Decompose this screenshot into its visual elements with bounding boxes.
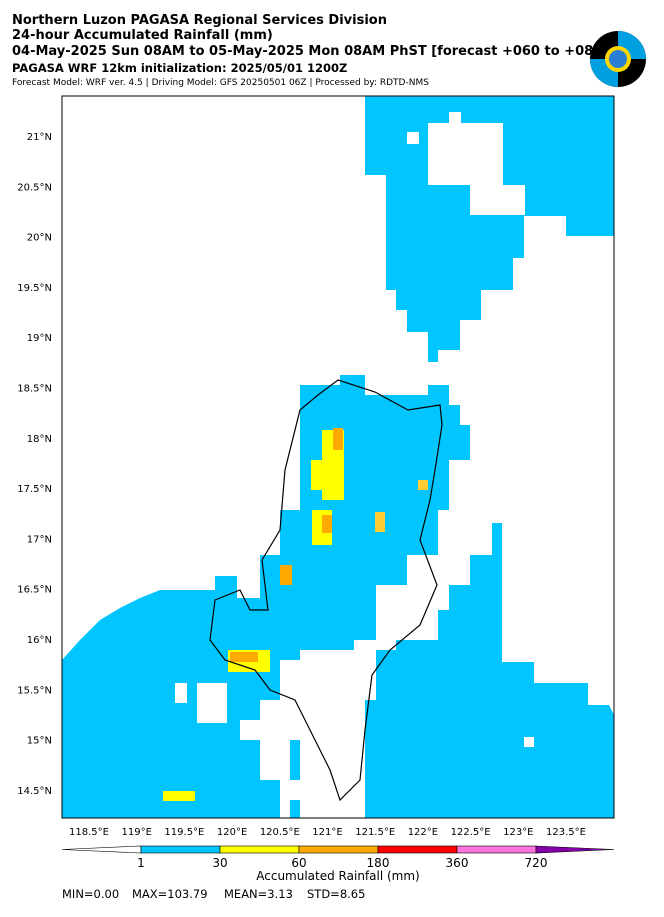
subtitle: 24-hour Accumulated Rainfall (mm) (12, 28, 273, 43)
lat-label: 19.5°N (17, 283, 52, 294)
stat: MAX=103.79 (132, 887, 208, 901)
lat-label: 15°N (27, 736, 52, 747)
lat-label: 15.5°N (17, 685, 52, 696)
lat-label: 20.5°N (17, 182, 52, 193)
colorbar-segment (140, 845, 221, 854)
coastline (209, 379, 443, 802)
stat: STD=8.65 (307, 887, 365, 901)
colorbar-segment (298, 845, 379, 854)
lat-label: 19°N (27, 333, 52, 344)
stat: MIN=0.00 (62, 887, 119, 901)
colorbar-end (61, 845, 142, 854)
logo (590, 31, 646, 87)
lon-label: 121.5°E (355, 827, 395, 838)
period: 04-May-2025 Sun 08AM to 05-May-2025 Mon … (12, 44, 608, 59)
colorbar-segment (219, 845, 300, 854)
map: 21°N 20.5°N 20°N 19.5°N 19°N 18.5°N 18°N 17.5°N… (17, 95, 615, 838)
lat-label: 14.5°N (17, 786, 52, 797)
lat-label: 20°N (27, 233, 52, 244)
lon-labels: 118.5°E 119°E 119.5°E 120°E 120.5°E 121°E 121.… (69, 827, 586, 838)
map-frame (61, 95, 615, 819)
colorbar-tick: 30 (212, 856, 227, 870)
lon-label: 119°E (121, 827, 151, 838)
colorbar: 1 30 60 180 360 720 (61, 845, 615, 870)
model: PAGASA WRF 12km initialization: 2025/05/… (12, 61, 347, 75)
lon-label: 123.5°E (546, 827, 586, 838)
colorbar-segment (377, 845, 458, 854)
lon-label: 121°E (312, 827, 342, 838)
lon-label: 119.5°E (164, 827, 204, 838)
colorbar-tick: 360 (446, 856, 469, 870)
colorbar-tick: 60 (291, 856, 306, 870)
lon-label: 118.5°E (69, 827, 109, 838)
stat: MEAN=3.13 (224, 887, 293, 901)
colorbar-segment (456, 845, 537, 854)
lon-label: 123°E (503, 827, 533, 838)
colorbar-end (535, 845, 615, 854)
lon-label: 122.5°E (451, 827, 491, 838)
lat-label: 18.5°N (17, 384, 52, 395)
colorbar-tick: 1 (137, 856, 145, 870)
lon-label: 120.5°E (260, 827, 300, 838)
lat-label: 18°N (27, 434, 52, 445)
note: Forecast Model: WRF ver. 4.5 | Driving M… (12, 78, 429, 88)
colorbar-tick: 180 (367, 856, 390, 870)
stats: MIN=0.00 MAX=103.79 MEAN=3.13 STD=8.65 (62, 887, 365, 901)
lat-label: 16°N (27, 635, 52, 646)
title: Northern Luzon PAGASA Regional Services … (12, 13, 387, 28)
lat-label: 17.5°N (17, 484, 52, 495)
lat-label: 21°N (27, 132, 52, 143)
dry-areas (175, 112, 534, 818)
heavy-rain (163, 428, 428, 801)
colorbar-tick: 720 (525, 856, 548, 870)
colorbar-label: Accumulated Rainfall (mm) (256, 869, 419, 883)
lon-label: 122°E (408, 827, 438, 838)
lat-label: 17°N (27, 534, 52, 545)
lat-labels: 21°N 20.5°N 20°N 19.5°N 19°N 18.5°N 18°N 17.5°N… (17, 132, 52, 797)
lat-label: 16.5°N (17, 585, 52, 596)
lon-label: 120°E (217, 827, 247, 838)
